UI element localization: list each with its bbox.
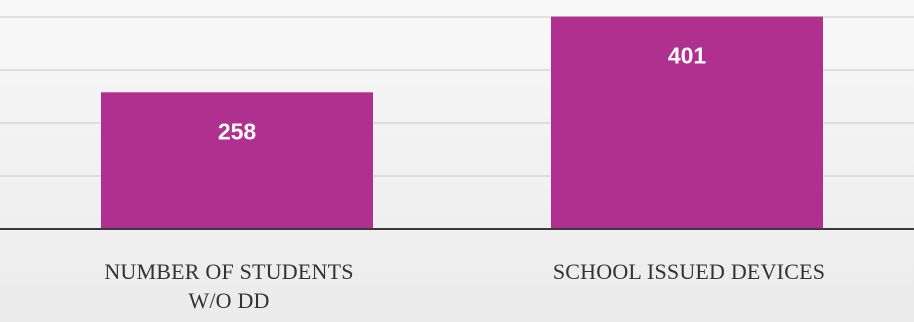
x-tick-label-line-1: NUMBER OF STUDENTS [104,259,354,284]
bars [101,16,823,229]
bar [101,92,373,229]
data-labels: 258 401 [218,43,707,145]
data-label: 401 [668,43,707,69]
data-label: 258 [218,118,257,144]
x-tick-label-school-issued-devices: SCHOOL ISSUED DEVICES [524,257,854,286]
x-tick-label-line-2: W/O DD [188,288,270,313]
bar [551,16,823,229]
x-tick-label-line-1: SCHOOL ISSUED DEVICES [552,259,826,284]
x-tick-label-number-of-students: NUMBER OF STUDENTS W/O DD [64,257,394,315]
